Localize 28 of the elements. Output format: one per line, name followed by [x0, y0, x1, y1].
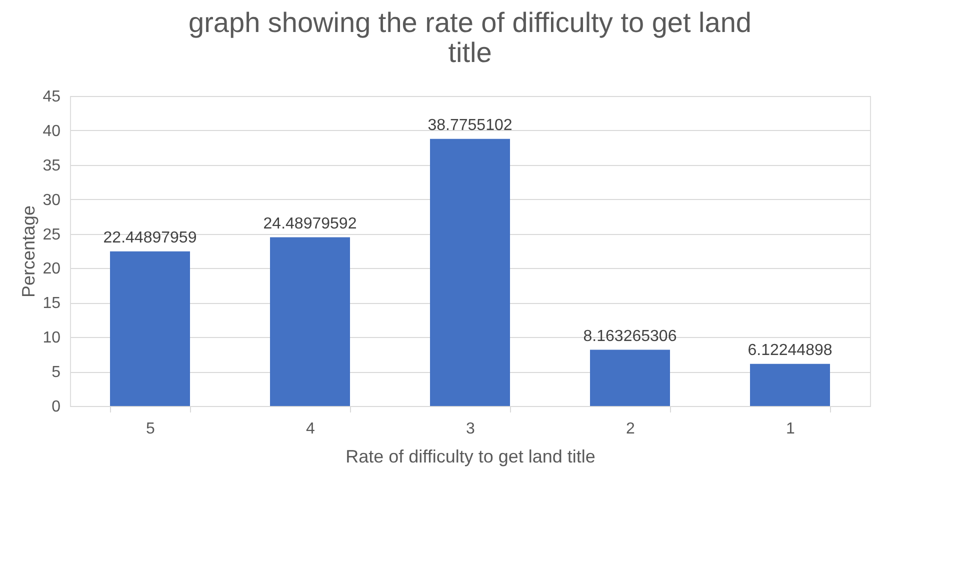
y-axis-title: Percentage — [18, 205, 39, 298]
x-tick-label: 2 — [626, 420, 636, 438]
x-tick-label: 4 — [306, 420, 316, 438]
bar — [110, 251, 190, 406]
bar — [590, 350, 670, 406]
bar — [270, 237, 350, 406]
data-label: 38.7755102 — [428, 116, 512, 134]
y-tick-label: 40 — [42, 122, 61, 140]
y-tick-label: 15 — [42, 295, 61, 312]
y-tick-label: 10 — [42, 330, 61, 347]
y-tick-label: 20 — [42, 260, 61, 278]
y-tick-label: 25 — [42, 226, 61, 244]
y-tick-label: 45 — [42, 88, 61, 106]
data-label: 24.48979592 — [263, 215, 357, 232]
y-tick-label: 35 — [42, 157, 61, 174]
data-label: 8.163265306 — [583, 328, 677, 345]
data-label: 22.44897959 — [103, 229, 197, 246]
y-tick-label: 30 — [42, 192, 61, 209]
data-label: 6.12244898 — [748, 342, 832, 359]
y-tick-label: 5 — [52, 364, 61, 382]
x-tick-label: 1 — [786, 420, 796, 438]
x-axis-title: Rate of difficulty to get land title — [346, 446, 596, 466]
chart-title: graph showing the rate of difficulty to get land title — [188, 7, 752, 68]
x-tick-label: 3 — [466, 420, 476, 438]
bar — [430, 138, 510, 406]
y-tick-label: 0 — [52, 398, 61, 416]
x-tick-label: 5 — [146, 420, 156, 438]
bar — [750, 364, 830, 406]
